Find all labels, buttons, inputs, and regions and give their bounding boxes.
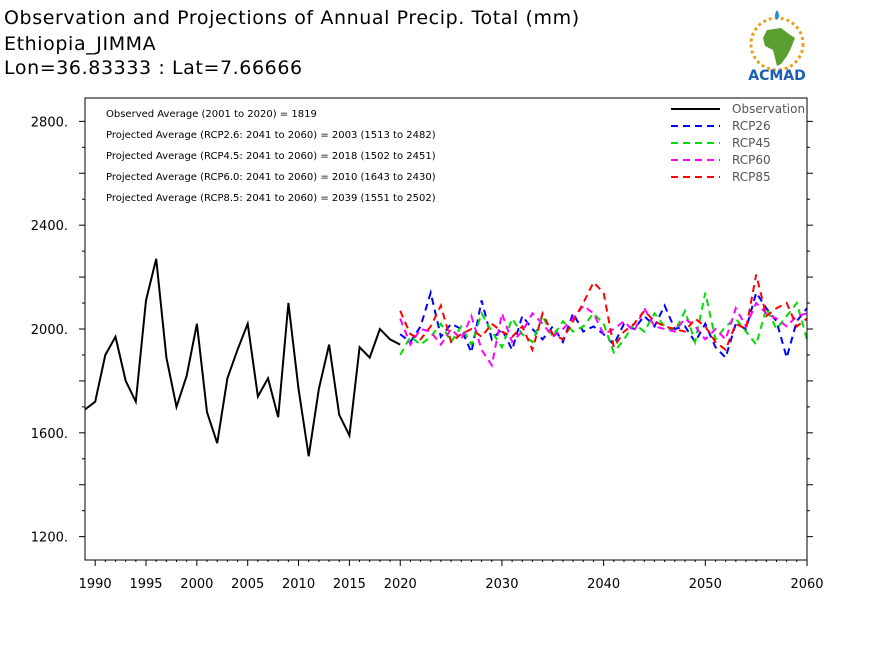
- x-tick-label: 2060: [790, 577, 823, 592]
- x-tick-label: 2030: [485, 577, 518, 592]
- x-tick-label: 2040: [587, 577, 620, 592]
- water-drop-icon: [775, 10, 779, 20]
- series-observation: [84, 258, 401, 457]
- logo-text: ACMAD: [748, 68, 806, 84]
- annotation-line: Projected Average (RCP6.0: 2041 to 2060)…: [106, 172, 436, 183]
- y-tick-label: 1600.: [31, 427, 68, 442]
- annotation-line: Observed Average (2001 to 2020) = 1819: [106, 109, 317, 120]
- africa-map-icon: [763, 28, 795, 66]
- tick-marks: [79, 120, 813, 566]
- legend-label-rcp60: RCP60: [732, 153, 771, 167]
- series-rcp85: [399, 274, 808, 353]
- x-tick-label: 1995: [129, 577, 162, 592]
- station-coordinates: Lon=36.83333 : Lat=7.66666: [4, 57, 303, 79]
- legend-label-rcp85: RCP85: [732, 170, 771, 184]
- station-name: Ethiopia_JIMMA: [4, 33, 157, 55]
- series-rcp26: [399, 288, 808, 362]
- plot-frame: [84, 97, 808, 561]
- annotations: Observed Average (2001 to 2020) = 1819 Pr…: [106, 109, 436, 204]
- x-tick-label: 2020: [384, 577, 417, 592]
- x-tick-label: 2050: [689, 577, 722, 592]
- y-tick-label: 2400.: [31, 219, 68, 234]
- x-tick-label: 2000: [180, 577, 213, 592]
- y-tick-label: 1200.: [31, 531, 68, 546]
- legend-label-rcp45: RCP45: [732, 136, 771, 150]
- axis-labels: 1200. 1600. 2000. 2400. 2800. 1990 1995 2000 200…: [31, 115, 824, 592]
- x-tick-label: 1990: [79, 577, 112, 592]
- y-tick-label: 2000.: [31, 323, 68, 338]
- annotation-line: Projected Average (RCP8.5: 2041 to 2060)…: [106, 193, 436, 204]
- series-rcp45: [399, 292, 808, 356]
- chart-title: Observation and Projections of Annual Pr…: [4, 7, 580, 29]
- legend: Observation RCP26 RCP45 RCP60 RCP85: [671, 102, 805, 184]
- legend-label-rcp26: RCP26: [732, 119, 771, 133]
- x-tick-label: 2010: [282, 577, 315, 592]
- acmad-logo: ACMAD: [748, 10, 806, 84]
- y-tick-label: 2800.: [31, 115, 68, 130]
- annotation-line: Projected Average (RCP2.6: 2041 to 2060)…: [106, 130, 436, 141]
- x-tick-label: 2015: [333, 577, 366, 592]
- legend-label-observation: Observation: [732, 102, 805, 116]
- series-lines: [84, 258, 808, 457]
- series-rcp60: [399, 301, 808, 368]
- x-tick-label: 2005: [231, 577, 264, 592]
- annotation-line: Projected Average (RCP4.5: 2041 to 2060)…: [106, 151, 436, 162]
